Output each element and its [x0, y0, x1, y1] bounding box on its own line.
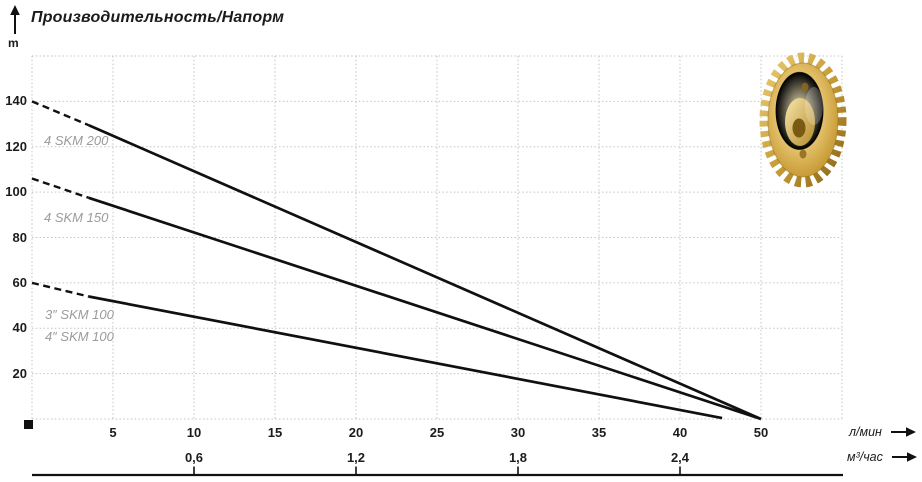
y-tick-label: 80 — [12, 229, 27, 245]
x-tick-label-lmin: 5 — [109, 425, 117, 440]
x-axis-unit-lmin-label: л/мин — [849, 425, 882, 439]
y-tick-label: 140 — [5, 93, 27, 109]
x-tick-label-m3h: 1,8 — [508, 450, 528, 465]
pump-impeller-image — [757, 50, 849, 190]
x-tick-label-m3h: 0,6 — [184, 450, 204, 465]
right-arrow-icon — [890, 426, 917, 438]
pump-curve-dashed — [31, 177, 90, 199]
curve-label: 4 SKM 150 — [43, 209, 109, 225]
curve-label: 3″ SKM 100 — [44, 307, 114, 323]
x-tick-label-lmin: 30 — [510, 425, 526, 440]
pump-curve-solid — [88, 196, 762, 421]
x-tick-label-lmin: 35 — [591, 425, 607, 440]
curve-label: 4 SKM 200 — [43, 133, 109, 149]
x-tick-label-m3h: 1,2 — [346, 450, 366, 465]
x-tick-label-lmin: 25 — [429, 425, 445, 440]
pump-curve-solid — [88, 123, 762, 421]
origin-marker — [24, 420, 33, 429]
x-tick-label-lmin: 50 — [753, 425, 769, 440]
x-axis-unit-m3h-label: м³/час — [847, 450, 883, 464]
y-axis-unit: m — [8, 36, 19, 50]
y-tick-label: 100 — [5, 184, 27, 200]
pump-curve-dashed — [31, 281, 89, 298]
x-tick-label-lmin: 10 — [186, 425, 202, 440]
y-tick-label: 60 — [12, 274, 27, 290]
right-arrow-icon — [891, 451, 918, 463]
curve-label: 4″ SKM 100 — [44, 329, 114, 345]
pump-curve-dashed — [31, 100, 90, 127]
y-tick-label: 20 — [12, 365, 27, 381]
y-tick-label: 40 — [12, 320, 27, 336]
x-tick-label-lmin: 15 — [267, 425, 283, 440]
x-axis-unit-m3h: м³/час — [847, 450, 918, 464]
x-axis-unit-lmin: л/мин — [849, 425, 917, 439]
x-tick-label-m3h: 2,4 — [670, 450, 690, 465]
chart-title: Производительность/Напорм — [31, 9, 285, 26]
y-tick-label: 120 — [5, 138, 27, 154]
x-tick-label-lmin: 20 — [348, 425, 364, 440]
up-arrow-icon — [9, 4, 21, 36]
pump-curve-solid — [88, 295, 723, 420]
x-tick-label-lmin: 40 — [672, 425, 688, 440]
